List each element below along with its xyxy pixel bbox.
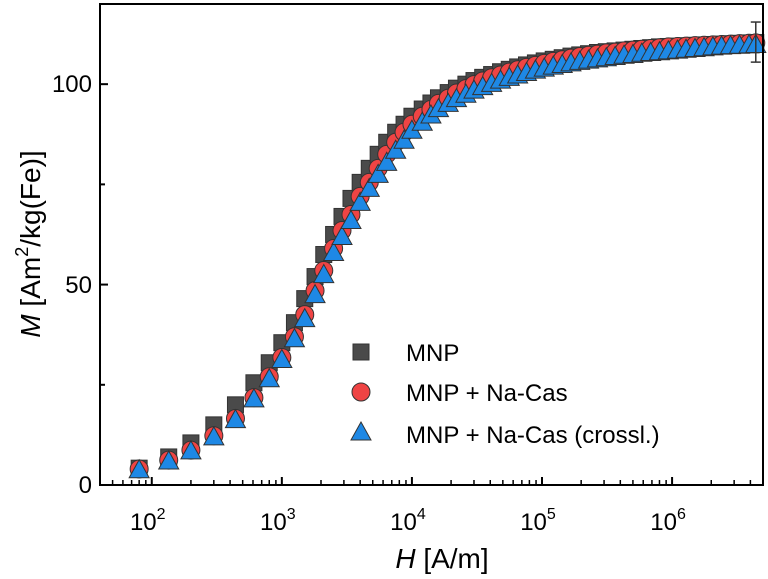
- point-triangle-3: [202, 425, 225, 446]
- point-triangle-13: [331, 225, 353, 245]
- legend: MNP MNP + Na-Cas MNP + Na-Cas (crossl.): [350, 340, 660, 449]
- point-triangle-11: [312, 263, 335, 284]
- legend-label-mnp-nacas: MNP + Na-Cas: [406, 380, 568, 407]
- plot-frame: [99, 3, 764, 486]
- y-tick-label-0: 0: [79, 472, 92, 499]
- axis-ticks: [99, 83, 764, 486]
- legend-label-mnp-nacas-crossl: MNP + Na-Cas (crossl.): [406, 422, 660, 449]
- y-axis-title: M [Am2/kg(Fe)]: [12, 150, 46, 337]
- legend-label-mnp: MNP: [406, 340, 459, 367]
- x-tick-label-1e6: 106: [650, 506, 686, 536]
- x-tick-label-1e4: 104: [390, 506, 426, 536]
- point-triangle-19: [384, 139, 407, 159]
- point-triangle-20: [393, 129, 415, 149]
- x-tick-labels: 102 103 104 105 106: [130, 506, 686, 536]
- legend-marker-triangle: [350, 420, 372, 441]
- point-triangle-17: [367, 163, 389, 183]
- point-triangle-1: [157, 449, 180, 470]
- x-axis-title: H [A/m]: [395, 543, 488, 574]
- y-tick-label-50: 50: [65, 272, 92, 299]
- legend-marker-circle: [351, 382, 371, 402]
- point-triangle-5: [243, 387, 265, 408]
- y-tick-label-100: 100: [52, 71, 92, 98]
- point-triangle-8: [283, 327, 306, 348]
- data-markers: [128, 33, 767, 479]
- point-triangle-18: [375, 151, 398, 171]
- x-tick-label-1e5: 105: [520, 506, 556, 536]
- x-tick-label-1e2: 102: [130, 506, 166, 536]
- point-triangle-12: [322, 241, 345, 262]
- point-triangle-6: [258, 367, 281, 388]
- point-triangle-10: [304, 283, 326, 304]
- point-triangle-0: [128, 458, 151, 479]
- point-triangle-4: [224, 408, 247, 429]
- point-triangle-2: [180, 439, 202, 460]
- x-tick-label-1e3: 103: [260, 506, 296, 536]
- point-triangle-9: [293, 307, 316, 328]
- legend-marker-square: [352, 343, 370, 361]
- point-triangle-14: [340, 209, 362, 229]
- point-triangle-15: [349, 191, 372, 211]
- error-bar-group: [750, 21, 761, 63]
- point-triangle-16: [358, 177, 381, 197]
- point-triangle-7: [270, 348, 293, 369]
- plot-area: [100, 4, 763, 485]
